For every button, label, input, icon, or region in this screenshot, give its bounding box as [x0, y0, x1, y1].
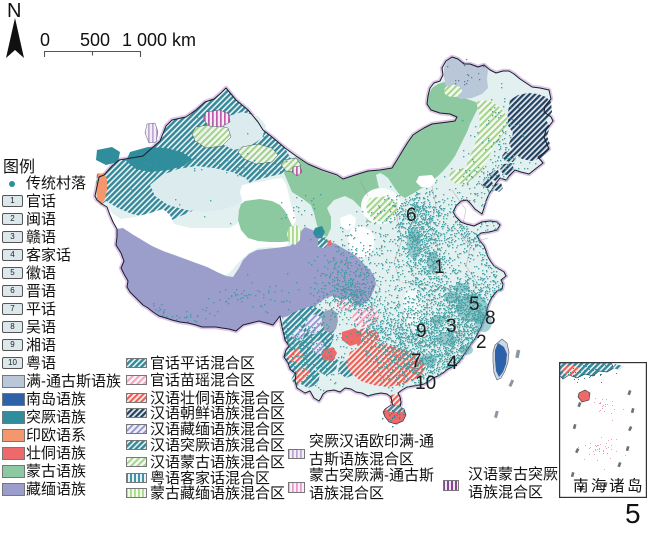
svg-text:4: 4: [447, 353, 458, 374]
svg-text:2: 2: [476, 332, 487, 353]
svg-text:10: 10: [415, 373, 436, 394]
svg-text:南海诸岛: 南海诸岛: [573, 477, 645, 495]
svg-text:9: 9: [416, 321, 427, 342]
svg-text:7: 7: [411, 351, 422, 372]
svg-text:6: 6: [406, 205, 417, 226]
svg-text:5: 5: [469, 294, 480, 315]
svg-text:3: 3: [446, 316, 457, 337]
svg-text:8: 8: [485, 308, 496, 329]
svg-text:1: 1: [434, 257, 445, 278]
